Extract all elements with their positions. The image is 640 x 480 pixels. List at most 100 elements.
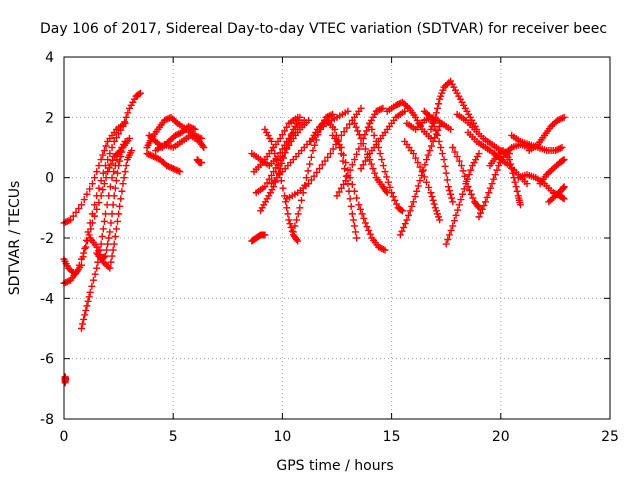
data-point (305, 116, 313, 124)
data-point (397, 206, 405, 214)
data-point (457, 196, 465, 204)
data-point (416, 163, 424, 171)
data-point (445, 186, 453, 194)
data-point (348, 161, 356, 169)
data-point (121, 168, 129, 176)
data-point (294, 237, 302, 245)
data-point (423, 156, 431, 164)
data-point (354, 127, 362, 135)
data-point (475, 150, 483, 158)
data-point (427, 142, 435, 150)
data-point (108, 174, 116, 182)
data-point (399, 207, 407, 215)
data-point (490, 175, 498, 183)
data-point (136, 89, 144, 97)
data-point (318, 161, 326, 169)
chart-title: Day 106 of 2017, Sidereal Day-to-day VTE… (40, 21, 607, 37)
data-point (93, 264, 101, 272)
x-tick-label: 20 (492, 429, 510, 445)
data-point (464, 183, 472, 191)
data-point (293, 236, 301, 244)
data-point (426, 147, 434, 155)
data-point (384, 178, 392, 186)
data-point (287, 223, 295, 231)
data-point (409, 150, 417, 158)
data-point (386, 183, 394, 191)
data-point (477, 209, 485, 217)
data-point (343, 124, 351, 132)
data-point (427, 189, 435, 197)
data-point (559, 194, 567, 202)
series-track-13 (248, 231, 269, 245)
data-point (100, 217, 108, 225)
data-point (122, 113, 130, 121)
data-point (104, 156, 112, 164)
data-point (455, 157, 463, 165)
data-point (85, 293, 93, 301)
x-tick-label: 0 (60, 429, 69, 445)
y-tick-label: -2 (40, 231, 54, 247)
data-point (296, 113, 304, 121)
data-point (488, 180, 496, 188)
data-point (348, 210, 356, 218)
data-point (284, 210, 292, 218)
data-point (281, 149, 289, 157)
data-point (440, 156, 448, 164)
data-point (346, 166, 354, 174)
data-point (333, 192, 341, 200)
data-point (81, 311, 89, 319)
data-point (95, 162, 103, 170)
data-point (482, 198, 490, 206)
data-point (106, 150, 114, 158)
data-point (288, 130, 296, 138)
series-track-04 (77, 137, 129, 332)
data-point (100, 147, 108, 155)
data-point (475, 204, 483, 212)
data-point (475, 213, 483, 221)
data-point (274, 162, 282, 170)
data-point (361, 219, 369, 227)
data-point (278, 153, 286, 161)
data-point (93, 243, 101, 251)
data-point (313, 168, 321, 176)
data-point (289, 228, 297, 236)
data-point (506, 156, 514, 164)
data-point (341, 165, 349, 173)
data-point (279, 154, 287, 162)
data-point (109, 156, 117, 164)
data-point (459, 167, 467, 175)
data-point (86, 288, 94, 296)
data-point (378, 245, 386, 253)
data-point (102, 174, 110, 182)
y-tick-label: 0 (45, 171, 54, 187)
data-point (120, 174, 128, 182)
data-point (441, 162, 449, 170)
data-point (363, 223, 371, 231)
data-point (118, 148, 126, 156)
data-point (107, 258, 115, 266)
data-point (355, 201, 363, 209)
data-point (97, 192, 105, 200)
data-point (276, 134, 284, 142)
data-point (372, 137, 380, 145)
x-tick-label: 10 (273, 429, 291, 445)
data-point (321, 157, 329, 165)
data-point (284, 139, 292, 147)
data-point (507, 160, 515, 168)
y-tick-label: -8 (40, 412, 54, 428)
data-point (558, 144, 566, 151)
data-point (95, 184, 103, 192)
data-point (103, 201, 111, 209)
data-point (448, 194, 456, 202)
data-point (396, 231, 404, 239)
data-point (366, 119, 374, 127)
data-point (435, 100, 443, 108)
data-point (311, 141, 319, 149)
data-point (99, 151, 107, 159)
data-point (467, 190, 475, 198)
data-point (442, 240, 450, 248)
data-point (126, 134, 134, 142)
data-point (80, 315, 88, 323)
data-point (316, 165, 324, 173)
series-track-27 (366, 119, 407, 215)
